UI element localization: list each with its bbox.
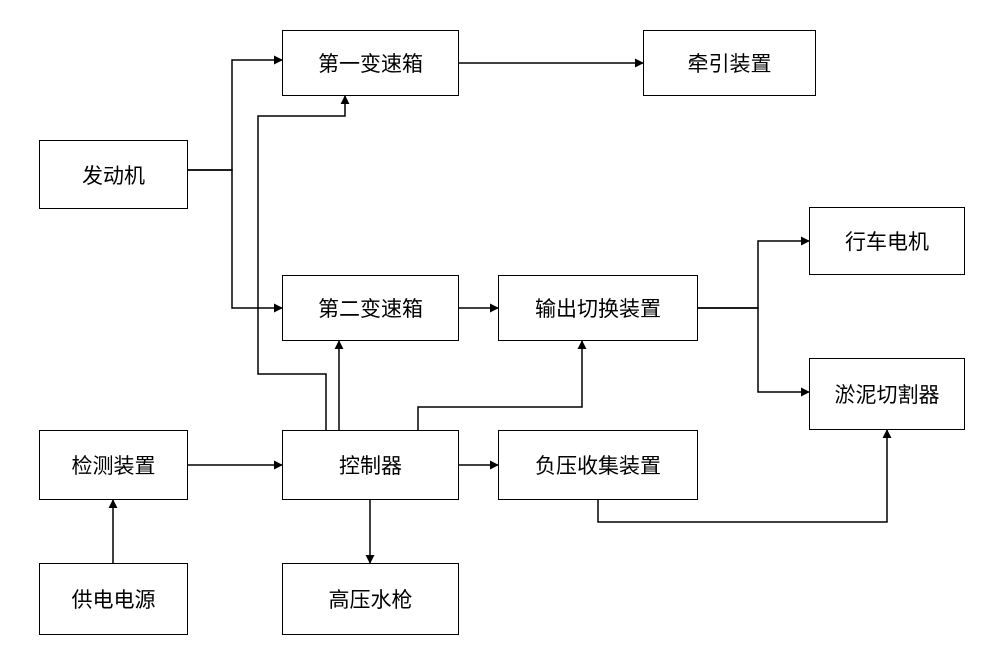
node-output_switch: 输出切换装置 (498, 275, 698, 341)
node-power_supply: 供电电源 (39, 563, 188, 635)
edge-engine-to-gearbox2 (188, 170, 282, 308)
node-traction: 牵引装置 (643, 30, 816, 96)
node-mud_cutter: 淤泥切割器 (809, 358, 965, 430)
edge-engine-to-gearbox1 (188, 60, 282, 170)
node-engine: 发动机 (39, 140, 188, 209)
edge-output_switch-to-mud_cutter (698, 308, 809, 392)
edge-output_switch-to-drive_motor (698, 241, 809, 308)
node-controller: 控制器 (282, 430, 459, 500)
node-detector: 检测装置 (39, 430, 188, 500)
node-gearbox1: 第一变速箱 (282, 30, 459, 96)
node-water_gun: 高压水枪 (282, 563, 459, 635)
edge-controller-to-gearbox1 (258, 96, 345, 430)
node-drive_motor: 行车电机 (809, 207, 965, 275)
node-neg_collector: 负压收集装置 (498, 430, 698, 500)
edge-controller-to-output_switch (418, 341, 582, 430)
node-gearbox2: 第二变速箱 (282, 275, 459, 341)
